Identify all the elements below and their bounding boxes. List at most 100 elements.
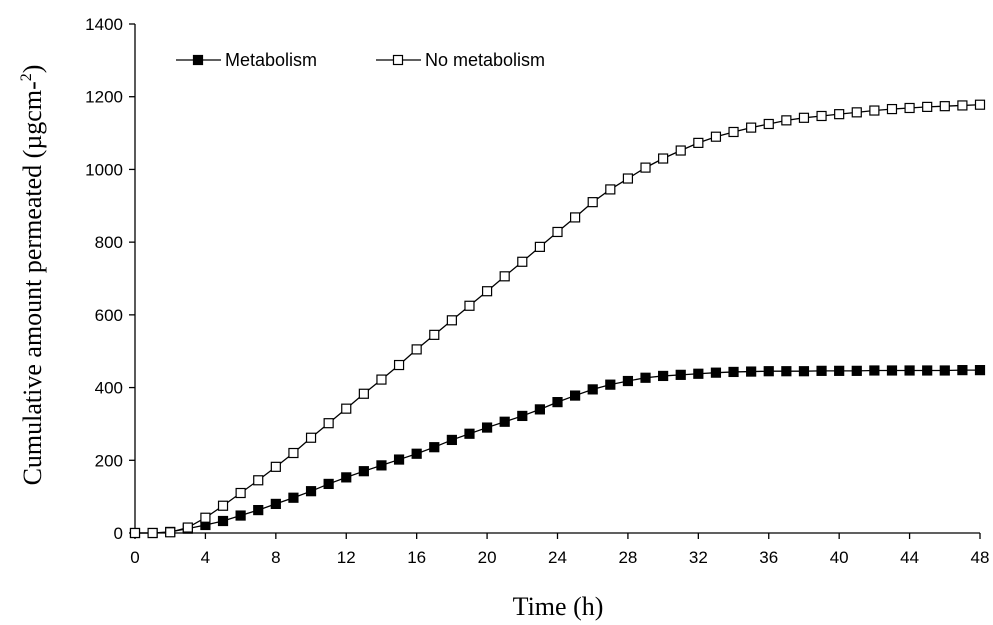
- data-point: [693, 137, 704, 148]
- x-tick-label: 4: [201, 548, 210, 567]
- legend: Metabolism No metabolism: [176, 50, 545, 70]
- legend-label: No metabolism: [425, 50, 545, 70]
- data-point: [429, 442, 440, 453]
- legend-marker: [192, 54, 204, 66]
- data-point: [640, 372, 651, 383]
- data-point: [217, 500, 229, 511]
- data-point: [781, 115, 792, 126]
- data-point: [464, 300, 475, 311]
- series-no-metabolism: [129, 99, 986, 539]
- data-point: [323, 418, 334, 429]
- data-point: [922, 365, 933, 376]
- data-point: [570, 212, 581, 223]
- data-point: [358, 388, 369, 399]
- data-point: [411, 448, 422, 459]
- data-point: [165, 527, 176, 538]
- data-point: [552, 226, 563, 238]
- data-point: [464, 428, 475, 439]
- data-point: [217, 515, 229, 527]
- data-point: [393, 359, 405, 371]
- data-point: [746, 366, 757, 377]
- data-point: [376, 460, 387, 471]
- data-point: [658, 370, 669, 382]
- data-point: [869, 105, 880, 116]
- data-point: [499, 416, 510, 427]
- data-point: [939, 365, 950, 376]
- x-tick-label: 36: [759, 548, 778, 567]
- y-tick-label: 1400: [85, 15, 123, 34]
- data-point: [429, 329, 440, 340]
- data-point: [904, 102, 915, 114]
- data-point: [746, 122, 757, 133]
- data-point: [552, 397, 563, 408]
- data-point: [570, 390, 581, 401]
- y-tick-label: 1000: [85, 160, 123, 179]
- data-point: [675, 145, 686, 156]
- data-point: [834, 109, 845, 120]
- data-point: [816, 110, 827, 122]
- data-point: [253, 475, 264, 486]
- data-point: [587, 197, 598, 208]
- data-point: [305, 432, 317, 443]
- y-axis-title-sup: 2: [18, 73, 35, 81]
- data-point: [587, 384, 598, 395]
- x-tick-label: 16: [407, 548, 426, 567]
- y-tick-label: 800: [95, 233, 123, 252]
- data-point: [710, 131, 722, 142]
- data-point: [481, 422, 493, 433]
- data-point: [675, 369, 686, 380]
- x-tick-label: 44: [900, 548, 919, 567]
- x-tick-label: 24: [548, 548, 567, 567]
- data-point: [200, 512, 211, 523]
- x-tick-label: 0: [130, 548, 139, 567]
- series-layer: [129, 99, 986, 539]
- data-point: [517, 410, 528, 422]
- data-point: [957, 365, 968, 376]
- x-tick-label: 32: [689, 548, 708, 567]
- data-point: [939, 101, 950, 112]
- data-point: [182, 522, 193, 533]
- data-point: [129, 527, 141, 539]
- data-point: [235, 487, 246, 499]
- data-point: [728, 126, 739, 138]
- data-point: [270, 461, 281, 472]
- data-point: [288, 447, 299, 459]
- y-axis-title-main: Cumulative amount permeated (µgcm-: [18, 81, 47, 485]
- data-point: [798, 366, 810, 377]
- data-point: [886, 103, 898, 115]
- data-point: [446, 434, 457, 446]
- data-point: [446, 315, 457, 326]
- data-point: [376, 374, 387, 385]
- data-point: [341, 403, 352, 414]
- data-point: [605, 379, 616, 390]
- x-tick-label: 28: [618, 548, 637, 567]
- data-point: [904, 365, 915, 376]
- data-point: [323, 478, 334, 490]
- data-point: [763, 366, 774, 377]
- y-axis-title-close: ): [18, 65, 47, 74]
- data-point: [341, 472, 352, 483]
- data-point: [798, 112, 810, 123]
- y-tick-label: 0: [114, 524, 123, 543]
- data-point: [957, 100, 968, 111]
- data-point: [481, 286, 493, 297]
- data-point: [622, 173, 634, 184]
- data-point: [235, 510, 246, 521]
- series-metabolism: [129, 365, 986, 539]
- x-tick-label: 48: [971, 548, 990, 567]
- data-point: [834, 365, 845, 376]
- x-tick-label: 8: [271, 548, 280, 567]
- data-point: [393, 454, 405, 465]
- data-point: [693, 368, 704, 379]
- legend-item: Metabolism: [176, 50, 317, 70]
- x-tick-label: 40: [830, 548, 849, 567]
- data-point: [288, 492, 299, 503]
- data-point: [411, 344, 422, 355]
- data-point: [763, 118, 774, 130]
- x-tick-label: 12: [337, 548, 356, 567]
- data-point: [974, 99, 986, 110]
- data-point: [358, 466, 369, 477]
- data-point: [886, 365, 898, 376]
- data-point: [710, 367, 722, 378]
